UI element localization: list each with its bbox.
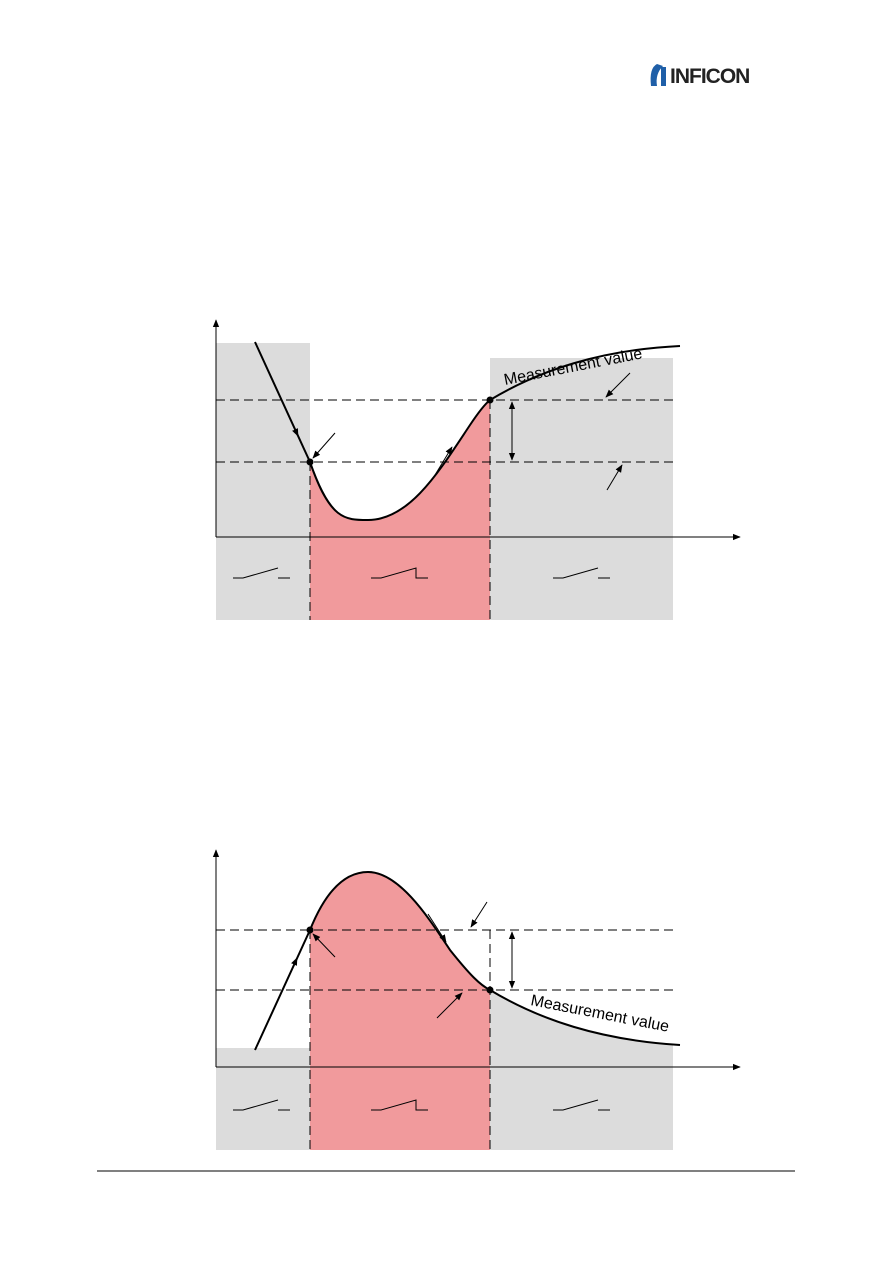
arrow <box>279 957 298 996</box>
pointer <box>436 992 463 1019</box>
figure-2: Measurement value <box>212 849 741 1150</box>
header: INFICON <box>650 64 750 88</box>
switch <box>233 1099 290 1111</box>
logo: INFICON <box>670 65 749 88</box>
arrow <box>269 374 299 437</box>
region <box>490 990 673 1150</box>
region <box>490 358 673 620</box>
logo-mark <box>650 64 663 86</box>
pointer <box>605 372 631 398</box>
point <box>486 986 494 994</box>
logo-mark <box>661 67 666 86</box>
switch <box>371 567 428 579</box>
arrow <box>434 446 453 476</box>
pointer <box>312 933 336 958</box>
figure-1: Measurement value <box>212 319 741 620</box>
switch <box>233 567 290 579</box>
curve <box>254 870 681 1051</box>
pointer <box>312 432 336 459</box>
region <box>216 343 310 620</box>
arrow <box>427 913 447 943</box>
pointer <box>470 901 488 928</box>
switch <box>371 1099 428 1111</box>
pointer <box>606 464 623 491</box>
point <box>486 396 494 404</box>
region <box>310 872 490 1150</box>
point <box>306 926 314 934</box>
switch <box>553 567 610 579</box>
switch <box>553 1099 610 1111</box>
point <box>306 458 314 466</box>
curve <box>254 341 681 522</box>
region <box>216 1048 310 1150</box>
